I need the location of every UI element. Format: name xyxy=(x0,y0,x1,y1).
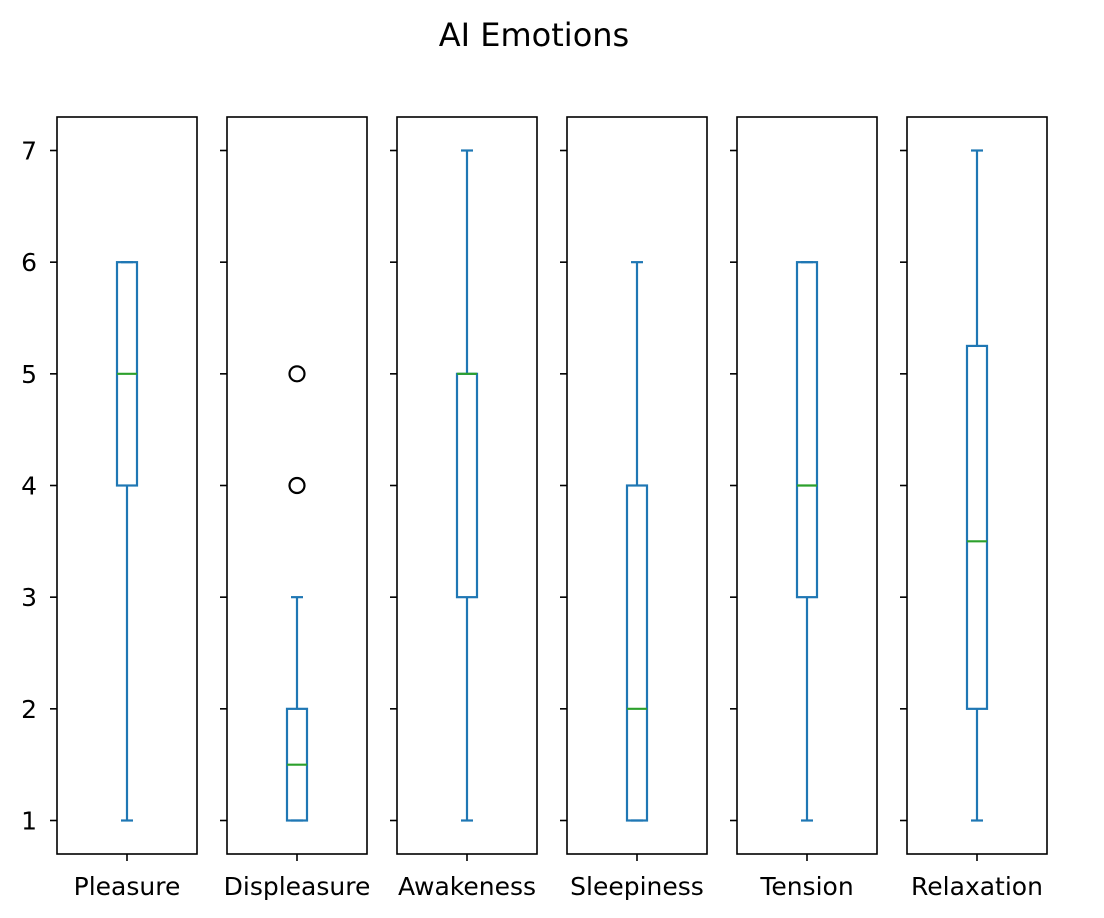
category-label: Tension xyxy=(759,872,853,901)
iqr-box xyxy=(965,344,989,710)
outlier-point xyxy=(288,476,306,495)
category-label: Pleasure xyxy=(74,872,181,901)
category-label: Sleepiness xyxy=(570,872,704,901)
y-tick-label: 5 xyxy=(21,360,37,389)
panel-relaxation: Relaxation xyxy=(900,116,1048,901)
y-tick-label: 3 xyxy=(21,583,37,612)
y-tick-label: 7 xyxy=(21,137,37,166)
panel-awakeness: Awakeness xyxy=(390,116,538,901)
y-tick-label: 4 xyxy=(21,472,37,501)
iqr-box xyxy=(625,484,649,822)
y-tick-label: 1 xyxy=(21,807,37,836)
panels: 1 2 3 4 5 6 7 Pleasure Displeasure Awakeness Sleep… xyxy=(21,116,1048,901)
panel-frame xyxy=(226,116,368,855)
iqr-box xyxy=(455,372,479,599)
category-label: Displeasure xyxy=(224,872,371,901)
category-label: Awakeness xyxy=(398,872,536,901)
category-label: Relaxation xyxy=(911,872,1043,901)
chart-title: AI Emotions xyxy=(439,16,629,54)
panel-tension: Tension xyxy=(730,116,878,901)
y-tick-label: 6 xyxy=(21,248,37,277)
panel-sleepiness: Sleepiness xyxy=(560,116,708,901)
y-tick-label: 2 xyxy=(21,695,37,724)
outlier-point xyxy=(288,365,306,383)
iqr-box xyxy=(795,261,819,599)
panel-pleasure: 1 2 3 4 5 6 7 Pleasure xyxy=(21,116,198,901)
panel-displeasure: Displeasure xyxy=(220,116,371,901)
